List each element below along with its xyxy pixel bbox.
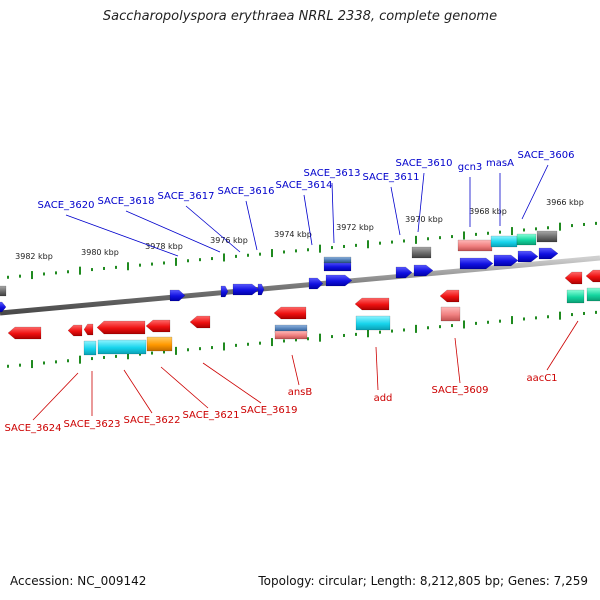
reverse-gene-label[interactable]: SACE_3609 [432,385,489,396]
blue-gene-glyph[interactable] [232,283,260,296]
forward-gene-label[interactable]: SACE_3616 [218,186,275,197]
red-gene-glyph[interactable] [189,315,211,329]
blue-gene-glyph[interactable] [538,247,559,260]
forward-gene-label[interactable]: SACE_3620 [38,200,95,211]
position-label: 3966 kbp [546,198,584,207]
red-gene-glyph[interactable] [439,289,460,303]
forward-gene-label[interactable]: SACE_3606 [518,150,575,161]
reverse-gene-label[interactable]: SACE_3622 [124,415,181,426]
cyan-gene-glyph[interactable] [83,340,97,356]
reverse-gene-label[interactable]: aacC1 [526,373,557,384]
blue-gene-glyph[interactable] [323,261,352,272]
position-label: 3974 kbp [274,230,312,239]
red-gene-glyph[interactable] [7,326,42,340]
teal-gene-glyph[interactable] [586,287,600,302]
accession-label: Accession: NC_009142 [10,574,147,588]
blue-gene-glyph[interactable] [169,289,186,302]
pink-gene-glyph[interactable] [440,306,461,322]
red-gene-glyph[interactable] [354,297,390,311]
cyan-gene-glyph[interactable] [490,235,518,248]
steel-gene-glyph[interactable] [323,256,352,264]
reverse-gene-label[interactable]: SACE_3619 [241,405,298,416]
cyan-gene-glyph[interactable] [97,339,147,355]
pink-gene-glyph[interactable] [274,330,308,340]
map-title: Saccharopolyspora erythraea NRRL 2338, c… [102,9,498,24]
reverse-label-leader [546,320,579,371]
reverse-label-leader [454,337,461,384]
gray-gene-glyph[interactable] [411,246,432,259]
forward-label-leader [390,186,401,236]
red-gene-glyph[interactable] [96,320,146,335]
forward-label-leader [417,172,425,233]
reverse-label-leader [291,354,300,386]
forward-gene-label[interactable]: SACE_3617 [158,191,215,202]
gray-gene-glyph[interactable] [536,230,558,243]
red-gene-glyph[interactable] [273,306,307,320]
blue-gene-glyph[interactable] [220,285,229,298]
teal-gene-glyph[interactable] [566,289,585,304]
gray-gene-glyph[interactable] [0,285,7,297]
position-label: 3968 kbp [469,207,507,216]
blue-gene-glyph[interactable] [459,257,494,270]
teal-gene-glyph[interactable] [516,233,537,246]
forward-gene-label[interactable]: SACE_3611 [363,172,420,183]
genome-backbone [0,255,600,316]
forward-gene-label[interactable]: gcn3 [458,162,483,173]
pink-gene-glyph[interactable] [457,239,493,252]
blue-gene-glyph[interactable] [413,264,434,277]
forward-label-leader [185,205,241,253]
forward-gene-label[interactable]: SACE_3613 [304,168,361,179]
reverse-label-leader [160,366,209,409]
gene-labels: 3966 kbp 3968 kbp 3970 kbp 3972 kbp 3974 kbp… [5,150,584,434]
reverse-gene-label[interactable]: SACE_3621 [183,410,240,421]
blue-gene-glyph[interactable] [395,266,413,279]
reverse-gene-label[interactable]: SACE_3624 [5,423,62,434]
reverse-label-leader [375,346,379,391]
blue-gene-glyph[interactable] [257,283,265,296]
forward-label-leader [331,182,335,244]
red-gene-glyph[interactable] [83,323,94,336]
position-label: 3978 kbp [145,242,183,251]
position-label: 3970 kbp [405,215,443,224]
tick-marks [7,221,597,369]
position-label: 3982 kbp [15,252,53,261]
blue-gene-glyph[interactable] [325,274,353,287]
forward-gene-label[interactable]: masA [486,158,514,169]
reverse-gene-label[interactable]: SACE_3623 [64,419,121,430]
blue-gene-glyph[interactable] [517,250,539,263]
lower-tick-row [7,310,597,369]
position-label: 3976 kbp [210,236,248,245]
forward-gene-label[interactable]: SACE_3614 [276,180,333,191]
reverse-label-leader [32,372,79,421]
reverse-label-leader [202,362,262,404]
forward-label-leader [245,200,258,251]
red-gene-glyph[interactable] [67,324,83,337]
upper-tick-row [7,221,597,280]
red-gene-glyph[interactable] [564,271,583,285]
forward-label-leader [303,194,313,246]
orange-gene-glyph[interactable] [146,336,173,352]
blue-gene-glyph[interactable] [0,301,7,313]
position-label: 3972 kbp [336,223,374,232]
forward-gene-label[interactable]: SACE_3618 [98,196,155,207]
forward-gene-label[interactable]: SACE_3610 [396,158,453,169]
gene-features [0,230,600,356]
forward-label-leader [125,210,221,253]
forward-label-leader [65,214,179,257]
red-gene-glyph[interactable] [585,269,600,283]
red-gene-glyph[interactable] [145,319,171,333]
forward-label-leader [521,164,549,220]
reverse-gene-label[interactable]: ansB [288,387,313,398]
blue-gene-glyph[interactable] [493,254,519,267]
reverse-gene-label[interactable]: add [374,393,393,404]
cyan-gene-glyph[interactable] [355,315,391,331]
position-label: 3980 kbp [81,248,119,257]
genome-summary: Topology: circular; Length: 8,212,805 bp… [258,574,588,588]
reverse-label-leader [123,369,153,414]
blue-gene-glyph[interactable] [308,277,324,290]
